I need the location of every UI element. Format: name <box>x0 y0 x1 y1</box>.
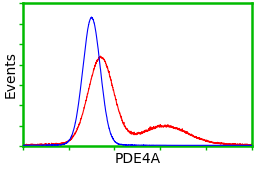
X-axis label: PDE4A: PDE4A <box>114 152 160 165</box>
Y-axis label: Events: Events <box>4 51 18 98</box>
